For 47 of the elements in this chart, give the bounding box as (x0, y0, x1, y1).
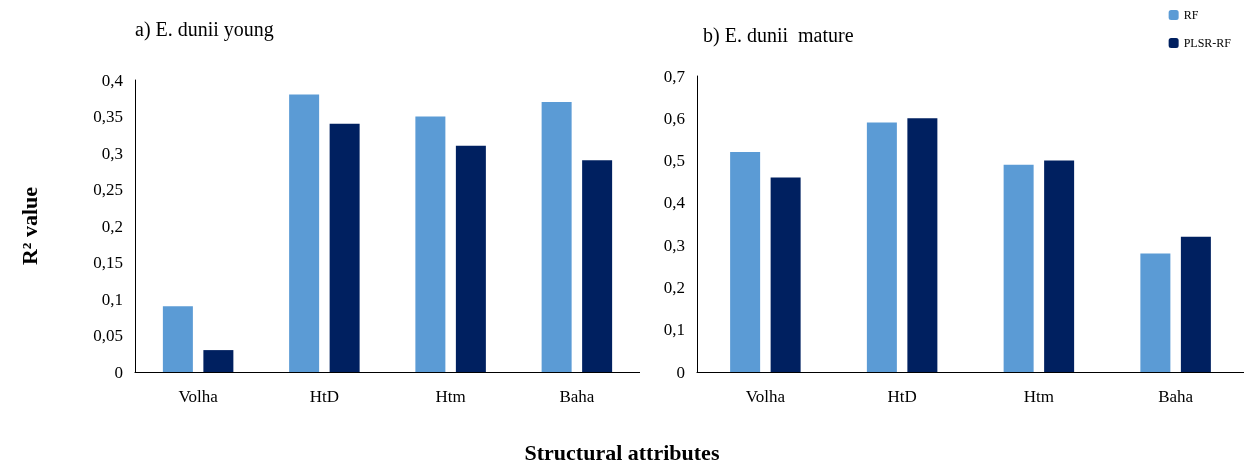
bar (1044, 160, 1075, 372)
bar (866, 122, 897, 372)
y-tick-label: 0 (114, 362, 123, 382)
bar (203, 350, 234, 372)
x-tick-label: Volha (178, 387, 219, 406)
y-tick-label: 0,15 (93, 253, 123, 272)
x-axis-title: Structural attributes (523, 440, 721, 466)
bar (1140, 253, 1171, 372)
y-tick-label: 0,25 (93, 180, 123, 199)
x-tick-label: Volha (745, 387, 786, 406)
bar (582, 160, 613, 372)
y-tick-label: 0,6 (663, 108, 685, 128)
y-tick-label: 0,3 (101, 143, 123, 163)
bar (770, 177, 801, 372)
bar (730, 152, 761, 372)
bar (907, 118, 938, 372)
bar (541, 101, 572, 372)
y-axis-title: R² value (16, 186, 42, 266)
bar (415, 116, 446, 372)
y-tick-label: 0 (676, 362, 685, 382)
y-tick-label: 0,5 (663, 151, 685, 171)
y-tick-label: 0,05 (93, 326, 123, 345)
x-tick-label: Baha (559, 387, 595, 406)
x-tick-label: HtD (887, 387, 917, 406)
bar (329, 123, 360, 372)
y-tick-label: 0,4 (101, 70, 124, 90)
bar (162, 306, 193, 372)
chart-title: a) E. dunii young (135, 18, 274, 41)
legend-label: RF (1183, 8, 1199, 22)
y-tick-label: 0,1 (663, 320, 685, 340)
x-tick-label: Baha (1158, 387, 1194, 406)
y-tick-label: 0,1 (101, 289, 123, 309)
y-tick-label: 0,7 (663, 66, 686, 86)
legend-label: PLSR-RF (1183, 36, 1232, 50)
x-tick-label: HtD (309, 387, 340, 406)
bar (289, 94, 320, 372)
x-tick-label: Htm (1023, 387, 1054, 406)
bar (455, 145, 486, 372)
y-tick-label: 0,2 (663, 277, 685, 297)
chart-title: b) E. dunii mature (703, 24, 854, 47)
y-tick-label: 0,2 (101, 216, 123, 236)
y-tick-label: 0,4 (663, 193, 686, 213)
bar (1003, 164, 1034, 372)
y-tick-label: 0,35 (93, 107, 123, 126)
x-tick-label: Htm (435, 387, 466, 406)
bar (1180, 236, 1211, 372)
y-tick-label: 0,3 (663, 235, 685, 255)
